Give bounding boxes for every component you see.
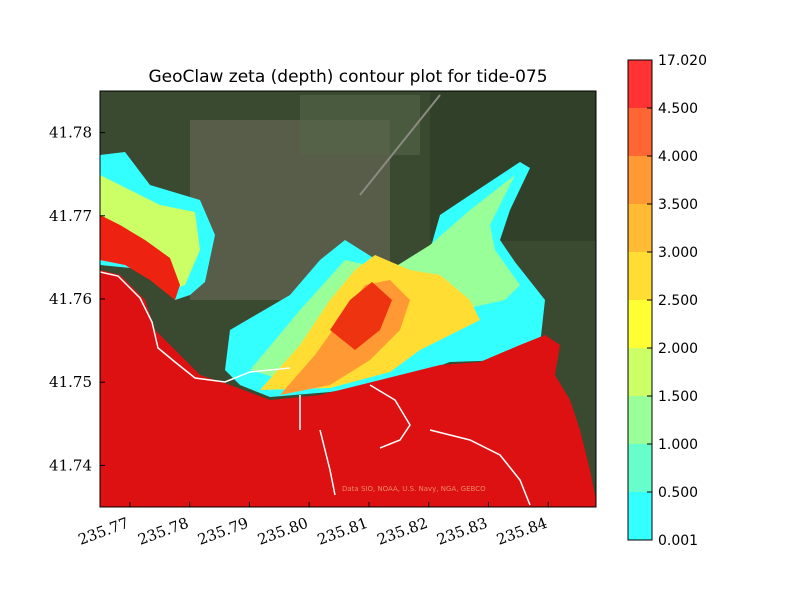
x-tick-label: 235.84 — [494, 514, 549, 549]
colorbar-tick-label: 0.001 — [658, 533, 698, 549]
inundation-ocean — [100, 270, 596, 507]
colorbar-segment — [628, 348, 652, 396]
colorbar-tick-label: 4.000 — [658, 149, 698, 165]
x-tick-label: 235.77 — [76, 514, 131, 549]
colorbar-tick-label: 0.500 — [658, 485, 698, 501]
y-tick-label: 41.76 — [49, 290, 92, 308]
inundation-northwest-lobe — [100, 215, 180, 300]
colorbar: 0.001 0.500 1.000 1.500 2.000 2.500 3.000 3.500… — [627, 53, 707, 549]
colorbar-segment — [628, 156, 652, 204]
y-axis: 41.74 41.75 41.76 41.77 41.78 — [49, 124, 105, 474]
y-tick-label: 41.77 — [49, 207, 92, 225]
inundation-estuary-orange — [330, 282, 392, 350]
colorbar-tick-label: 2.500 — [658, 293, 698, 309]
colorbar-segment — [628, 60, 652, 108]
colorbar-segment — [628, 108, 652, 156]
x-tick-label: 235.78 — [136, 514, 191, 549]
colorbar-tick-label: 3.500 — [658, 197, 698, 213]
plot-area: Data SIO, NOAA, U.S. Navy, NGA, GEBCO — [100, 91, 596, 507]
y-tick-label: 41.74 — [49, 456, 92, 474]
colorbar-tick-label: 2.000 — [658, 341, 698, 357]
colorbar-segment — [628, 300, 652, 348]
x-tick-label: 235.83 — [434, 514, 489, 549]
colorbar-segment — [628, 396, 652, 444]
colorbar-tick-label: 3.000 — [658, 245, 698, 261]
colorbar-segment — [628, 492, 652, 540]
satellite-highway — [359, 94, 441, 196]
colorbar-segment — [628, 444, 652, 492]
data-credit: Data SIO, NOAA, U.S. Navy, NGA, GEBCO — [342, 485, 486, 493]
y-tick-label: 41.75 — [49, 373, 92, 391]
chart-title: GeoClaw zeta (depth) contour plot for ti… — [148, 67, 547, 87]
colorbar-tick-label: 1.500 — [658, 389, 698, 405]
colorbar-segment — [628, 204, 652, 252]
coastline — [100, 271, 531, 506]
x-tick-label: 235.81 — [315, 514, 370, 549]
colorbar-segment — [628, 252, 652, 300]
colorbar-tick-label: 1.000 — [658, 437, 698, 453]
x-tick-label: 235.80 — [255, 514, 310, 549]
x-axis: 235.77 235.78 235.79 235.80 235.81 235.82 235.… — [76, 502, 550, 549]
x-tick-label: 235.79 — [195, 514, 250, 549]
colorbar-tick-label: 17.020 — [658, 53, 707, 69]
colorbar-tick-label: 4.500 — [658, 101, 698, 117]
satellite-field — [300, 95, 420, 155]
x-tick-label: 235.82 — [375, 514, 430, 549]
y-tick-label: 41.78 — [49, 124, 92, 142]
